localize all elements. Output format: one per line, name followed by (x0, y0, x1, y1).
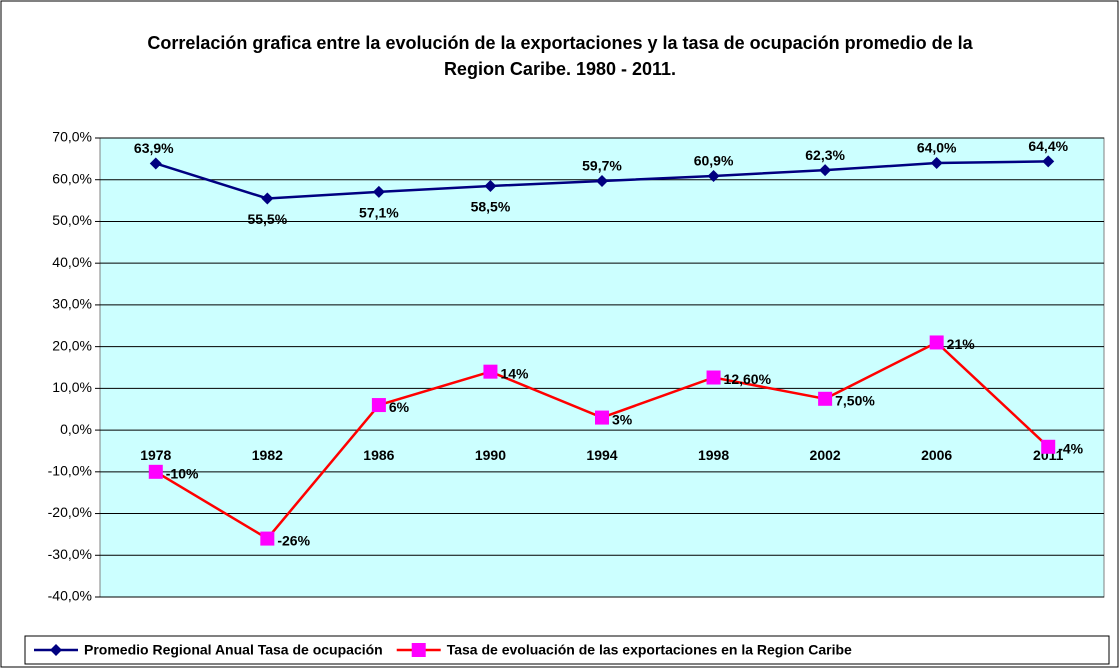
y-tick-label: 30,0% (52, 296, 92, 312)
data-label: -26% (277, 532, 310, 548)
y-tick-label: 10,0% (52, 379, 92, 395)
data-label: 7,50% (835, 392, 875, 408)
x-tick-label: 2011 (1033, 447, 1064, 463)
x-tick-label: 1990 (475, 447, 506, 463)
x-tick-label: 1998 (698, 447, 729, 463)
data-point (148, 464, 163, 479)
data-point (50, 644, 62, 656)
y-tick-label: -30,0% (48, 546, 92, 562)
y-tick-label: 60,0% (52, 170, 92, 186)
data-label: 21% (947, 336, 976, 352)
y-tick-label: 20,0% (52, 337, 92, 353)
data-point (595, 410, 609, 425)
legend-label: Tasa de evoluación de las exportaciones … (447, 642, 852, 658)
legend-label: Promedio Regional Anual Tasa de ocupació… (84, 642, 383, 658)
data-label: 12,60% (724, 371, 772, 387)
data-point (484, 179, 497, 192)
y-tick-label: -40,0% (48, 588, 92, 604)
data-point (929, 335, 944, 350)
x-tick-label: 2002 (810, 447, 841, 463)
data-label: 64,4% (1028, 138, 1068, 154)
plot-area (99, 137, 1105, 598)
data-point (1042, 155, 1055, 168)
y-tick-label: -10,0% (48, 463, 92, 479)
y-tick-label: 0,0% (60, 421, 92, 437)
data-point (819, 164, 832, 177)
data-point (818, 391, 833, 406)
chart-title: Correlación grafica entre la evolución d… (147, 33, 973, 79)
data-point (707, 169, 720, 182)
data-label: 55,5% (247, 211, 287, 227)
data-point (411, 643, 426, 657)
y-tick-label: 40,0% (52, 254, 92, 270)
data-label: -4% (1058, 440, 1083, 456)
data-label: 59,7% (582, 158, 622, 174)
data-point (1041, 439, 1056, 454)
data-label: -10% (166, 466, 199, 482)
x-tick-label: 1982 (252, 447, 283, 463)
legend-box (24, 635, 1110, 665)
data-point (149, 157, 162, 170)
y-tick-label: 50,0% (52, 212, 92, 228)
data-label: 3% (612, 411, 633, 427)
data-point (706, 370, 721, 385)
x-tick-label: 2006 (921, 447, 952, 463)
data-label: 60,9% (694, 153, 734, 169)
data-point (371, 398, 386, 413)
data-label: 57,1% (359, 205, 399, 221)
data-point (261, 192, 274, 205)
data-point (483, 364, 498, 379)
data-label: 63,9% (134, 140, 174, 156)
x-tick-label: 1994 (586, 447, 617, 463)
data-label: 62,3% (805, 147, 845, 163)
data-point (930, 157, 943, 170)
data-point (596, 174, 608, 187)
data-label: 14% (500, 365, 529, 381)
data-label: 6% (389, 399, 410, 415)
data-point (260, 531, 275, 546)
x-tick-label: 1978 (140, 447, 171, 463)
data-label: 58,5% (471, 199, 511, 215)
x-tick-label: 1986 (363, 447, 394, 463)
data-label: 64,0% (917, 140, 957, 156)
data-point (372, 185, 385, 198)
y-tick-label: 70,0% (52, 129, 92, 145)
y-tick-label: -20,0% (48, 504, 92, 520)
